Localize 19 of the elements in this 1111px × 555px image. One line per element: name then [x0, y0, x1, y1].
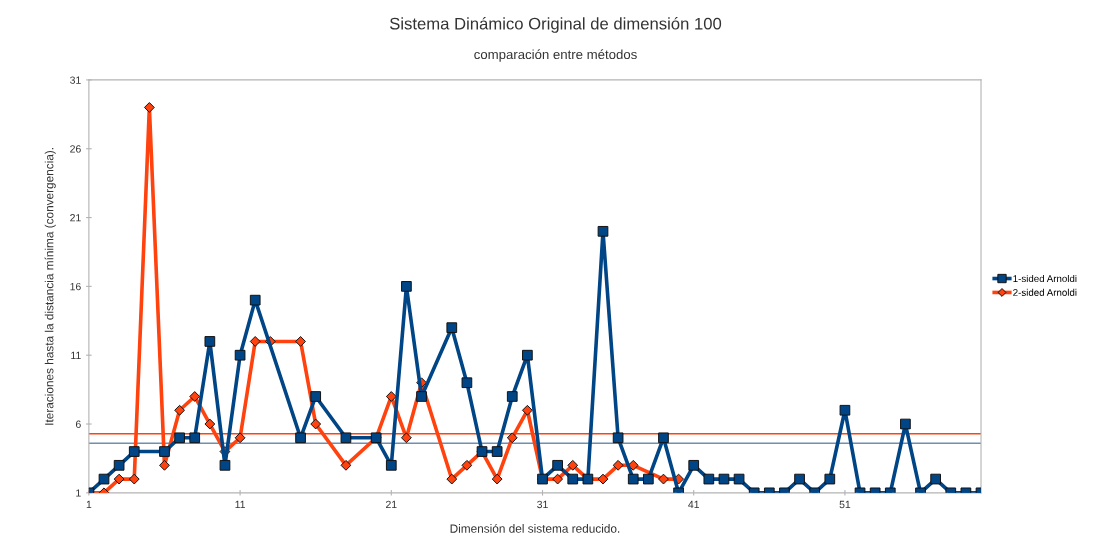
- x-axis-title: Dimensión del sistema reducido.: [450, 523, 620, 533]
- x-tick-label: 21: [386, 500, 397, 509]
- y-tick-label: 26: [70, 145, 81, 153]
- x-tick-label: 31: [537, 500, 548, 509]
- y-tick-label: 6: [75, 420, 81, 428]
- y-tick-label: 16: [70, 282, 81, 291]
- y-tick-label: 1: [76, 489, 81, 497]
- y-tick-label: 31: [70, 76, 81, 84]
- x-tick-label: 41: [688, 500, 699, 509]
- legend-label: 2-sided Arnoldi: [1013, 288, 1077, 296]
- y-axis-title: Iteraciones hasta la distancia mínima (convergencia).: [44, 148, 56, 425]
- y-tick-label: 21: [70, 214, 81, 222]
- x-tick-label: 51: [839, 500, 851, 509]
- x-tick-label: 1: [86, 500, 92, 509]
- chart-subtitle: comparación entre métodos: [474, 49, 637, 62]
- chart-title: Sistema Dinámico Original de dimensión 100: [389, 17, 722, 33]
- legend-label: 1-sided Arnoldi: [1013, 274, 1077, 283]
- y-tick-label: 11: [71, 351, 81, 359]
- x-tick-label: 11: [235, 500, 245, 509]
